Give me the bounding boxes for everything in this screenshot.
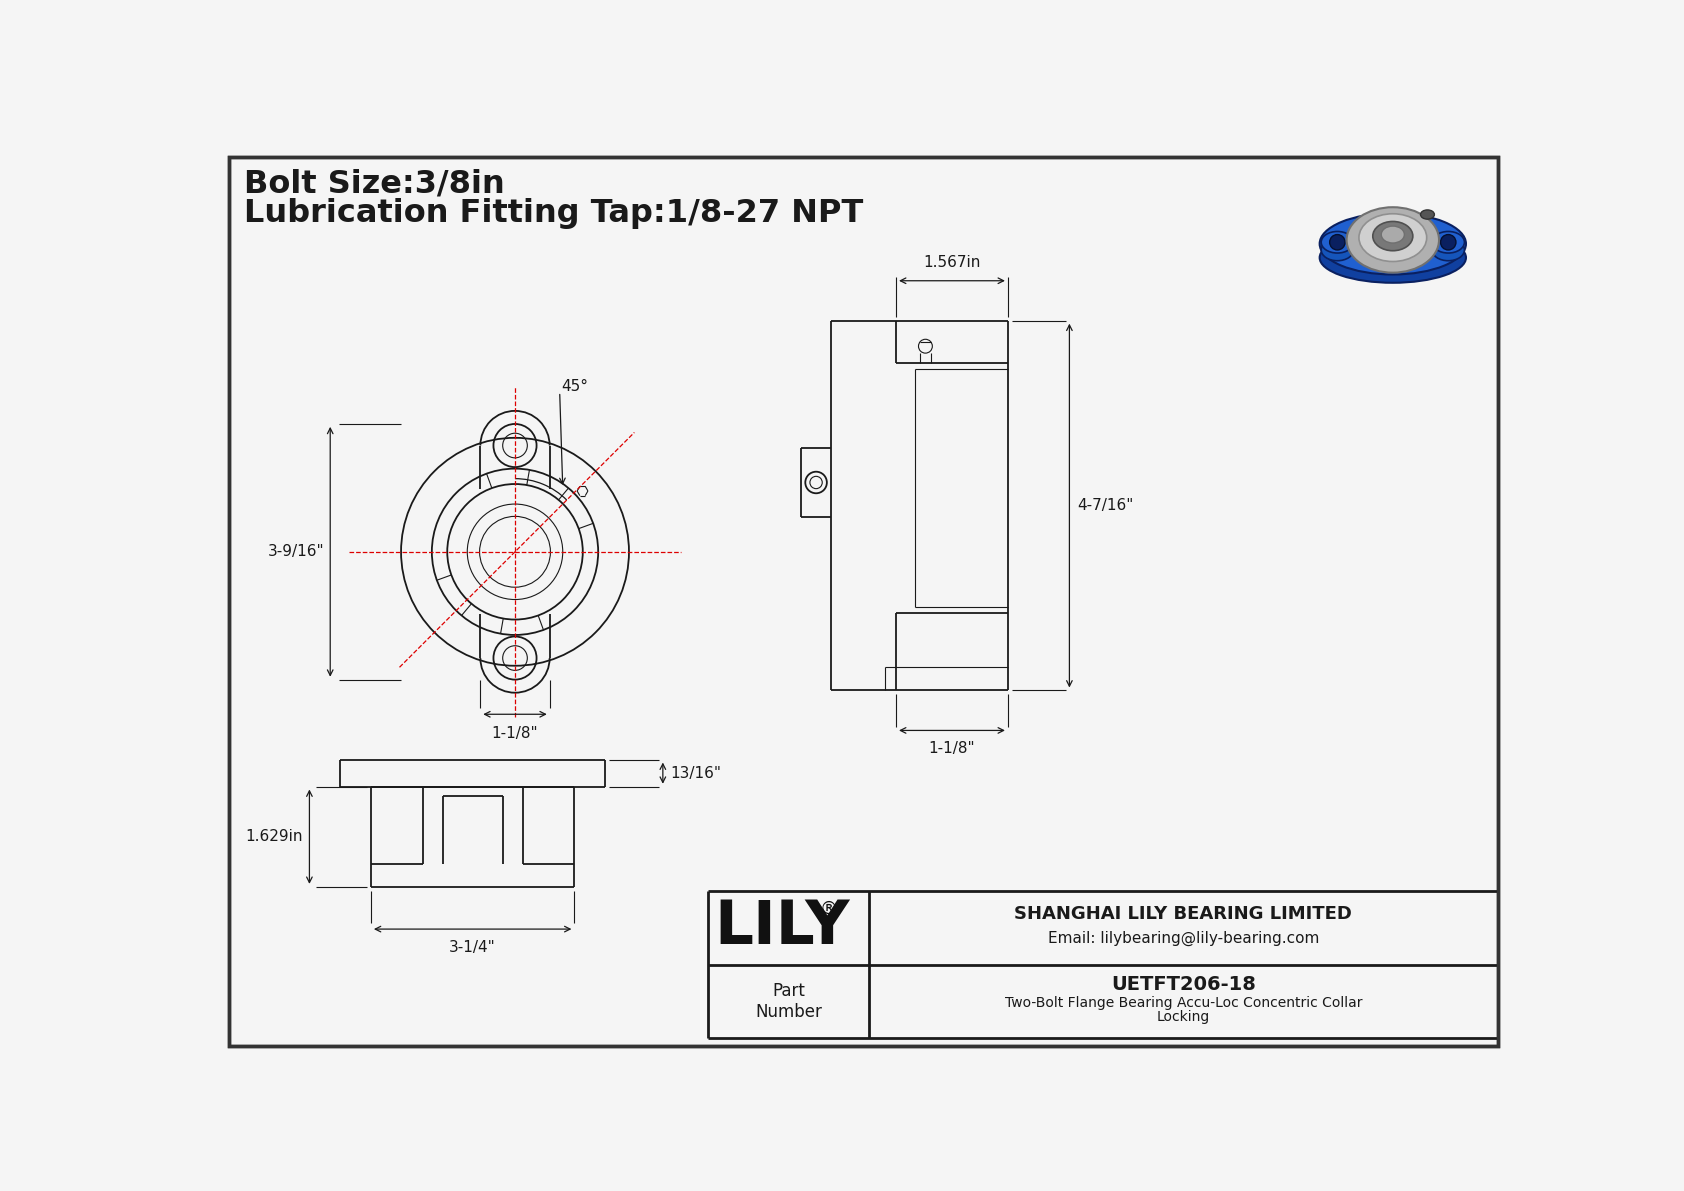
Ellipse shape <box>1431 239 1465 261</box>
Text: Part
Number: Part Number <box>754 983 822 1021</box>
Ellipse shape <box>1322 239 1354 261</box>
Text: SHANGHAI LILY BEARING LIMITED: SHANGHAI LILY BEARING LIMITED <box>1014 905 1352 923</box>
Ellipse shape <box>1347 207 1440 273</box>
Text: 13/16": 13/16" <box>670 766 721 780</box>
Text: 4-7/16": 4-7/16" <box>1078 498 1133 513</box>
Ellipse shape <box>1322 231 1354 252</box>
Text: Bolt Size:3/8in: Bolt Size:3/8in <box>244 168 505 199</box>
Ellipse shape <box>1381 226 1404 243</box>
Text: ®: ® <box>820 900 837 918</box>
Text: Locking: Locking <box>1157 1010 1211 1024</box>
Text: Lubrication Fitting Tap:1/8-27 NPT: Lubrication Fitting Tap:1/8-27 NPT <box>244 198 864 229</box>
Ellipse shape <box>1320 213 1467 274</box>
Ellipse shape <box>1372 222 1413 251</box>
Ellipse shape <box>1421 210 1435 219</box>
Ellipse shape <box>1320 232 1467 282</box>
Text: 3-1/4": 3-1/4" <box>450 940 497 955</box>
Text: 3-9/16": 3-9/16" <box>268 544 323 560</box>
Text: 1-1/8": 1-1/8" <box>928 741 975 756</box>
Ellipse shape <box>1359 213 1426 262</box>
Text: UETFT206-18: UETFT206-18 <box>1111 975 1256 994</box>
Text: Two-Bolt Flange Bearing Accu-Loc Concentric Collar: Two-Bolt Flange Bearing Accu-Loc Concent… <box>1005 996 1362 1010</box>
Text: LILY: LILY <box>714 898 850 958</box>
Text: 1-1/8": 1-1/8" <box>492 725 539 741</box>
Text: 45°: 45° <box>561 379 588 394</box>
Text: Email: lilybearing@lily-bearing.com: Email: lilybearing@lily-bearing.com <box>1047 930 1319 946</box>
Circle shape <box>1330 235 1346 250</box>
Text: 1.629in: 1.629in <box>246 829 303 844</box>
Text: 1.567in: 1.567in <box>923 255 980 270</box>
Ellipse shape <box>1431 231 1465 252</box>
Circle shape <box>1440 235 1457 250</box>
